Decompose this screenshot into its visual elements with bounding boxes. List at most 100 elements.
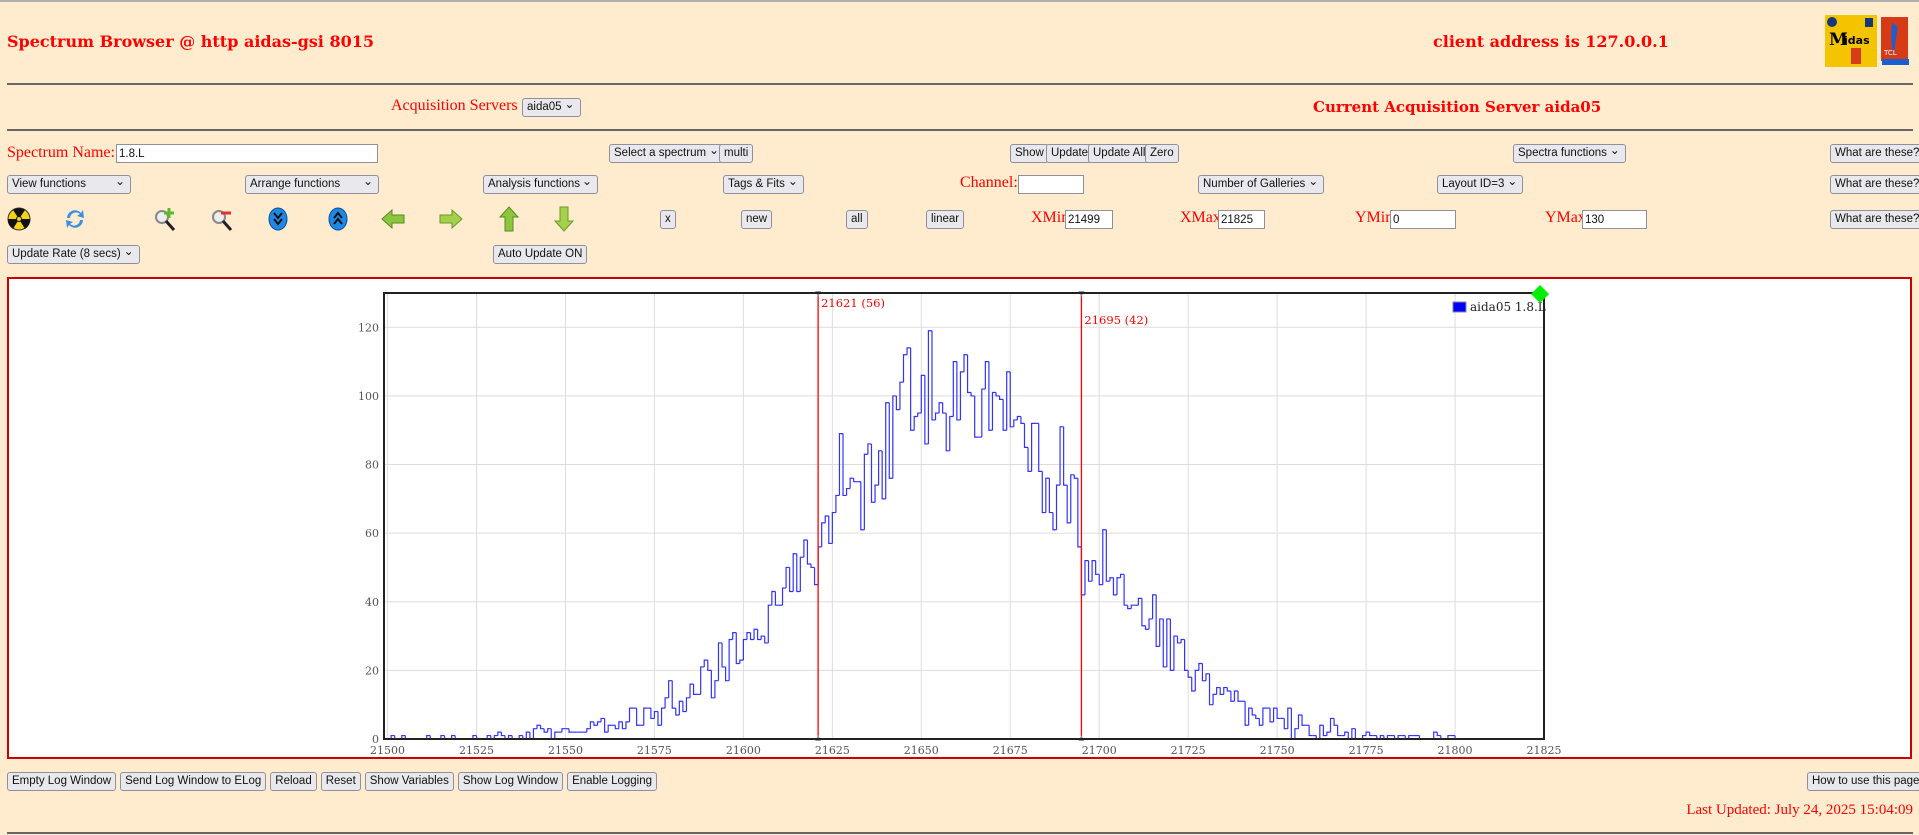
legend-swatch xyxy=(1452,301,1467,313)
histogram-bin xyxy=(845,487,851,496)
histogram-bin xyxy=(728,638,733,681)
histogram-bin xyxy=(924,375,929,445)
arrange-functions-dropdown[interactable]: Arrange functions xyxy=(245,173,379,194)
histogram-bin xyxy=(707,660,712,671)
histogram-bin xyxy=(1386,734,1391,739)
number-of-galleries-dropdown[interactable]: Number of Galleries xyxy=(1198,173,1325,194)
histogram-bin xyxy=(1365,731,1370,736)
update-all-button[interactable]: Update All xyxy=(1088,144,1151,163)
arrow-up-icon[interactable] xyxy=(496,206,522,232)
view-functions-dropdown[interactable]: View functions xyxy=(7,173,131,194)
histogram-bin xyxy=(668,680,673,698)
dropdown-label: Spectra functions xyxy=(1518,147,1607,159)
histogram-bin xyxy=(1102,529,1107,585)
ymax-input[interactable] xyxy=(1582,210,1647,229)
reload-button[interactable]: Reload xyxy=(270,772,317,791)
arrow-right-icon[interactable] xyxy=(438,206,464,232)
histogram-bin xyxy=(1002,399,1007,431)
histogram-bin xyxy=(1144,625,1150,630)
histogram-bin xyxy=(721,642,726,668)
x-tick-label: 21600 xyxy=(726,744,761,757)
xmax-input[interactable] xyxy=(1218,210,1265,229)
what-are-these-button[interactable]: What are these? xyxy=(1830,210,1919,229)
histogram-bin xyxy=(803,539,808,558)
x-tick-label: 21800 xyxy=(1438,744,1473,757)
multi-button[interactable]: multi xyxy=(719,144,754,163)
what-are-these-button[interactable]: What are these? xyxy=(1830,175,1919,194)
arrow-down-icon[interactable] xyxy=(551,206,577,232)
histogram-bin xyxy=(1201,663,1206,682)
show-variables-button[interactable]: Show Variables xyxy=(364,772,454,791)
histogram-bin xyxy=(885,402,890,499)
histogram-bin xyxy=(1237,690,1242,702)
acquisition-server-select[interactable]: aida05 xyxy=(522,96,581,117)
histogram-bin xyxy=(934,412,940,420)
histogram-bin xyxy=(942,402,947,414)
zoom-out-icon[interactable] xyxy=(209,206,235,232)
histogram-bin xyxy=(1276,708,1281,720)
x-tick-label: 21775 xyxy=(1349,744,1384,757)
histogram-bin xyxy=(675,708,680,716)
histogram-bin xyxy=(831,511,836,544)
histogram-bin xyxy=(1063,426,1068,486)
arrow-left-icon[interactable] xyxy=(380,206,406,232)
histogram-bin xyxy=(764,636,769,644)
y-tick-label: 40 xyxy=(365,596,379,609)
expand-up-icon[interactable] xyxy=(325,206,351,232)
refresh-icon[interactable] xyxy=(62,206,88,232)
histogram-bin xyxy=(1077,478,1082,548)
reset-button[interactable]: Reset xyxy=(320,772,361,791)
acquisition-servers-label: Acquisition Servers xyxy=(391,97,518,114)
tags-fits-dropdown[interactable]: Tags & Fits xyxy=(723,173,804,194)
spectrum-display[interactable] xyxy=(7,277,1912,759)
histogram-bin xyxy=(497,731,502,736)
histogram-bin xyxy=(767,604,772,643)
x-tick-label: 21650 xyxy=(904,744,939,757)
histogram-bin xyxy=(568,728,573,733)
ymin-input[interactable] xyxy=(1390,210,1456,229)
show-log-window-button[interactable]: Show Log Window xyxy=(457,772,564,791)
update-button[interactable]: Update xyxy=(1046,144,1094,163)
all-button[interactable]: all xyxy=(846,210,868,229)
histogram-bin xyxy=(1130,604,1135,609)
histogram-bin xyxy=(1052,512,1057,531)
linear-button[interactable]: linear xyxy=(926,210,965,229)
zoom-in-icon[interactable] xyxy=(152,206,178,232)
auto-update-button[interactable]: Auto Update ON xyxy=(493,245,588,264)
new-button[interactable]: new xyxy=(741,210,773,229)
send-log-to-elog-button[interactable]: Send Log Window to ELog xyxy=(120,772,267,791)
histogram-bin xyxy=(1180,638,1185,643)
what-are-these-button[interactable]: What are these? xyxy=(1830,144,1919,163)
histogram-bin xyxy=(1148,618,1153,630)
marker-label: 21695 (42) xyxy=(1084,313,1148,327)
histogram-bin xyxy=(867,443,872,455)
x-button[interactable]: x xyxy=(660,210,676,229)
how-to-use-button[interactable]: How to use this page xyxy=(1807,772,1919,791)
spectrum-name-label: Spectrum Name: xyxy=(7,144,115,161)
histogram-bin xyxy=(1344,731,1349,736)
histogram-bin xyxy=(1059,426,1064,486)
ymin-label: YMin xyxy=(1355,209,1394,226)
corner-handle-icon[interactable] xyxy=(1531,285,1549,303)
select-spectrum-dropdown[interactable]: Select a spectrum xyxy=(609,142,726,163)
empty-log-window-button[interactable]: Empty Log Window xyxy=(7,772,117,791)
spectrum-name-input[interactable] xyxy=(116,144,378,163)
histogram-bin xyxy=(966,354,972,394)
enable-logging-button[interactable]: Enable Logging xyxy=(567,772,658,791)
zero-button[interactable]: Zero xyxy=(1145,144,1179,163)
histogram-bin xyxy=(1095,560,1100,575)
expand-down-icon[interactable] xyxy=(265,206,291,232)
radiation-icon[interactable] xyxy=(6,206,32,232)
histogram-bin xyxy=(472,734,477,739)
histogram-bin xyxy=(838,433,844,496)
xmin-input[interactable] xyxy=(1065,210,1113,229)
channel-input[interactable] xyxy=(1018,175,1084,194)
analysis-functions-dropdown[interactable]: Analysis functions xyxy=(483,173,598,194)
update-rate-dropdown[interactable]: Update Rate (8 secs) xyxy=(7,243,140,264)
histogram-bin xyxy=(500,732,505,737)
show-button[interactable]: Show xyxy=(1010,144,1049,163)
layout-id-dropdown[interactable]: Layout ID=3 xyxy=(1437,173,1524,194)
histogram-bin xyxy=(1137,597,1142,606)
spectra-functions-dropdown[interactable]: Spectra functions xyxy=(1513,142,1626,163)
